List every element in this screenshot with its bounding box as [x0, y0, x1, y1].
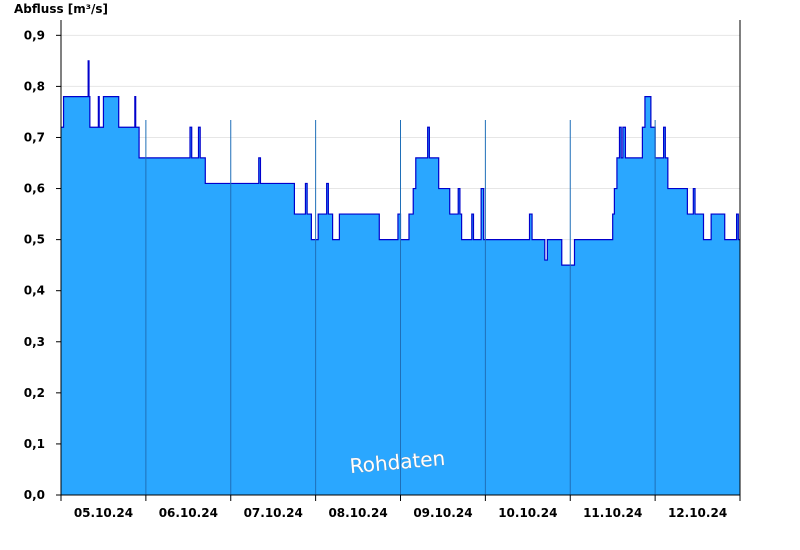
y-tick-label: 0,1: [24, 437, 45, 451]
y-axis-ticks: 0,0 0,1 0,2 0,3 0,4 0,5 0,6 0,7 0,8 0,9: [24, 28, 61, 502]
y-tick-label: 0,6: [24, 182, 45, 196]
x-tick-label: 06.10.24: [159, 506, 218, 520]
day-separators: [145, 120, 656, 495]
x-tick-label: 08.10.24: [328, 506, 387, 520]
x-axis-ticks: 05.10.24 06.10.24 07.10.24 08.10.24 09.10.24…: [60, 495, 741, 520]
y-axis-label: Abfluss [m³/s]: [14, 2, 108, 16]
y-tick-label: 0,8: [24, 79, 45, 93]
x-tick-label: 05.10.24: [74, 506, 133, 520]
x-tick-label: 11.10.24: [583, 506, 642, 520]
y-tick-label: 0,2: [24, 386, 45, 400]
x-tick-label: 09.10.24: [413, 506, 472, 520]
x-tick-label: 07.10.24: [244, 506, 303, 520]
y-tick-label: 0,4: [24, 284, 45, 298]
y-tick-label: 0,5: [24, 233, 45, 247]
x-tick-label: 10.10.24: [498, 506, 557, 520]
y-tick-label: 0,0: [24, 488, 45, 502]
y-tick-label: 0,9: [24, 28, 45, 42]
x-tick-label: 12.10.24: [668, 506, 727, 520]
y-tick-label: 0,7: [24, 130, 45, 144]
y-tick-label: 0,3: [24, 335, 45, 349]
